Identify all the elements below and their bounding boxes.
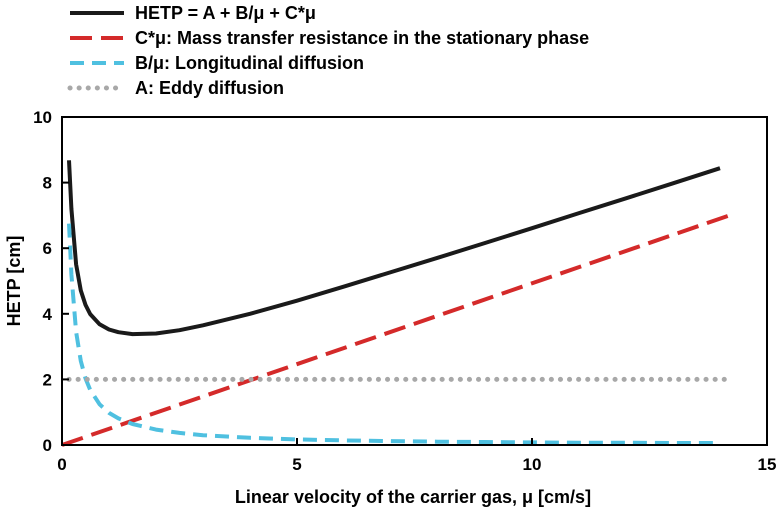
axes: 0 5 10 15 0 2 4 6 8 10: [33, 108, 776, 474]
y-tick-label-5: 10: [33, 108, 52, 127]
x-tick-label-1: 5: [292, 455, 301, 474]
y-axis-title: HETP [cm]: [4, 236, 24, 327]
y-tick-label-4: 8: [43, 174, 52, 193]
series-line-0: [67, 160, 721, 337]
legend-label-3: A: Eddy diffusion: [135, 78, 284, 98]
legend: HETP = A + B/μ + C*μ C*μ: Mass transfer r…: [67, 3, 589, 98]
y-tick-label-2: 4: [43, 305, 53, 324]
y-tick-label-3: 6: [43, 239, 52, 258]
y-tick-label-0: 0: [43, 436, 52, 455]
plot-area: [61, 160, 732, 447]
x-axis-title: Linear velocity of the carrier gas, μ [c…: [235, 487, 591, 507]
series-line-1: [61, 213, 731, 447]
legend-label-2: B/μ: Longitudinal diffusion: [135, 53, 364, 73]
x-tick-label-3: 15: [758, 455, 777, 474]
x-tick-label-0: 0: [57, 455, 66, 474]
x-tick-label-2: 10: [523, 455, 542, 474]
legend-label-0: HETP = A + B/μ + C*μ: [135, 3, 316, 23]
legend-label-1: C*μ: Mass transfer resistance in the sta…: [135, 28, 589, 48]
y-tick-label-1: 2: [43, 370, 52, 389]
plot-frame: [61, 116, 768, 446]
